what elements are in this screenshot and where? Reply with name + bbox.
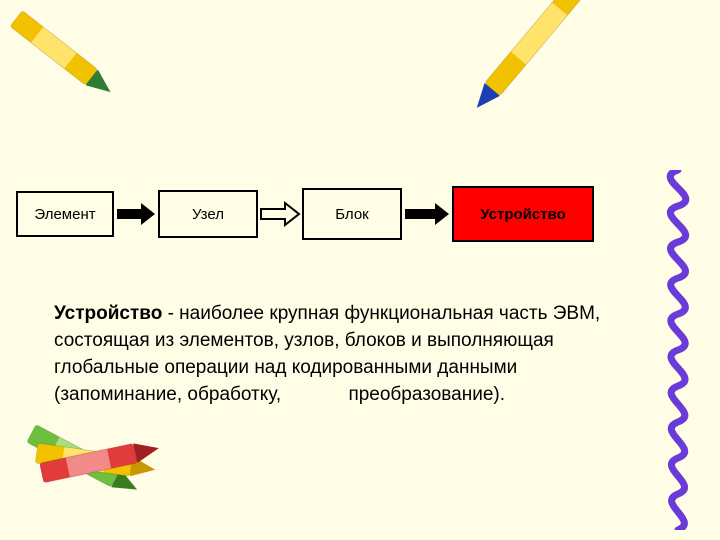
- squiggle-decoration-right: [648, 170, 708, 530]
- description-paragraph: Устройство - наиболее крупная функционал…: [54, 300, 650, 408]
- flow-arrow-wrap: [402, 201, 452, 227]
- flow-node-label: Блок: [335, 206, 369, 223]
- flow-node-device: Устройство: [452, 186, 594, 242]
- flow-node-uzel: Узел: [158, 190, 258, 238]
- crayon-item: [23, 422, 144, 506]
- flowchart: Элемент Узел Блок Устройство: [16, 186, 594, 242]
- slide-page: Элемент Узел Блок Устройство Устройство - н…: [0, 0, 720, 540]
- crayon-item: [39, 435, 163, 490]
- flow-arrow: [258, 201, 302, 227]
- crayon-decoration-top-right: [463, 0, 596, 116]
- flow-node-blok: Блок: [302, 188, 402, 240]
- flow-arrow: [114, 201, 158, 227]
- flow-node-label: Элемент: [34, 206, 95, 223]
- flow-node-label: Устройство: [480, 206, 566, 223]
- flow-arrow: [402, 201, 452, 227]
- flow-arrow-wrap: [114, 201, 158, 227]
- flow-node-label: Узел: [192, 206, 224, 223]
- crayon-decoration-top-left: [5, 8, 119, 106]
- flow-node-element: Элемент: [16, 191, 114, 237]
- description-bold-term: Устройство: [54, 303, 162, 324]
- crayon-item: [34, 440, 157, 487]
- flow-arrow-wrap: [258, 201, 302, 227]
